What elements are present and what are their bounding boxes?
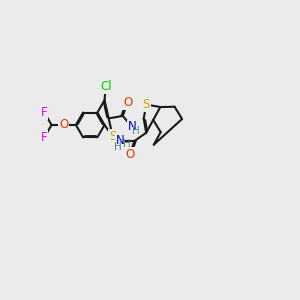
Text: H: H (114, 142, 122, 152)
Text: O: O (59, 118, 68, 131)
Text: H: H (123, 140, 130, 149)
Text: N: N (128, 120, 136, 134)
Text: S: S (109, 130, 116, 143)
Text: S: S (142, 98, 150, 111)
Text: F: F (41, 106, 48, 119)
Text: H: H (132, 126, 140, 136)
Text: Cl: Cl (100, 80, 112, 93)
Text: F: F (41, 131, 48, 144)
Text: O: O (123, 96, 132, 109)
Text: N: N (116, 134, 124, 148)
Text: O: O (125, 148, 134, 161)
